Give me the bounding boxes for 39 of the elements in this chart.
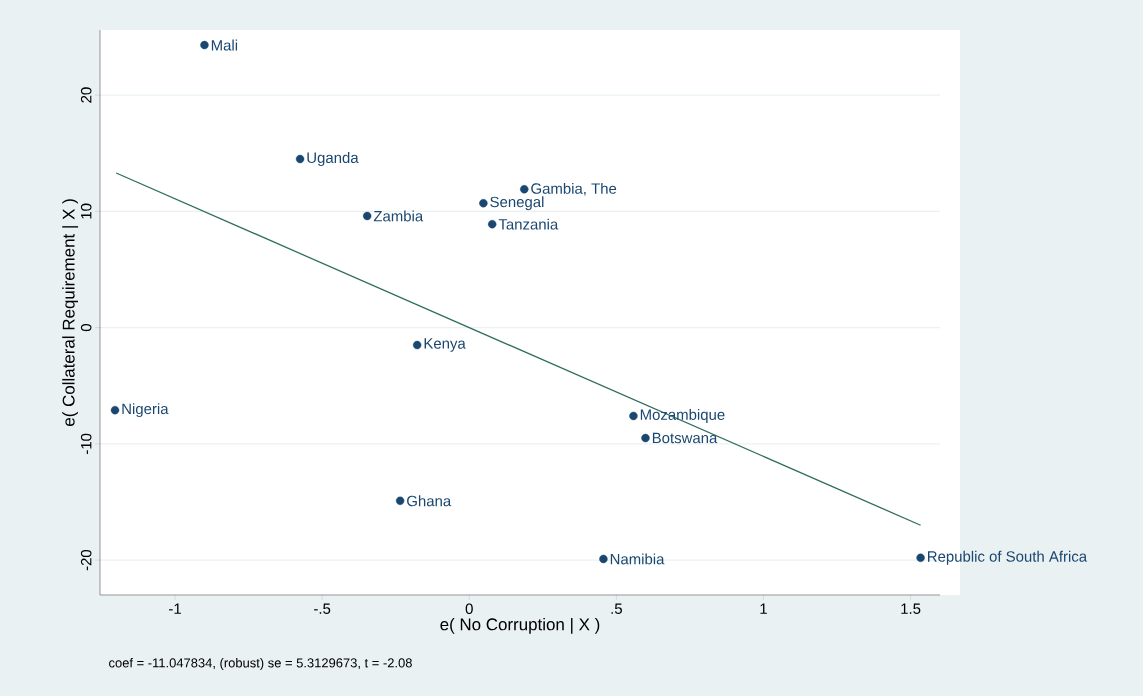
- point: [362, 211, 372, 221]
- annotation: Uganda: [307, 152, 359, 166]
- point: [295, 154, 305, 164]
- x-tick-label: 0: [465, 603, 473, 615]
- x-tick-label: 1: [760, 603, 767, 614]
- annotation: Gambia, The: [531, 182, 617, 196]
- annotation: Republic of South Africa: [928, 550, 1088, 565]
- x-tick-label: -1: [169, 603, 181, 614]
- text: coef = -11.047834, (robust) se = 5.3129673, t = -2.08: [109, 657, 412, 671]
- x-tick-label: .5: [611, 603, 622, 614]
- point: [641, 433, 650, 443]
- y-tick-label: -10: [80, 433, 92, 454]
- point: [200, 40, 209, 50]
- y-axis-title: e( Collateral Requirement | X ): [62, 199, 79, 426]
- annotation: Nigeria: [122, 403, 169, 418]
- point: [110, 405, 120, 415]
- point: [629, 411, 638, 421]
- annotation: Kenya: [424, 338, 466, 352]
- x-tick-label: -.5: [314, 603, 331, 614]
- annotation: Botswana: [652, 432, 718, 444]
- annotation: Tanzania: [498, 218, 559, 230]
- point: [479, 199, 488, 208]
- point: [488, 219, 497, 229]
- point: [599, 554, 608, 564]
- x-axis-title: e( No Corruption | X ): [440, 617, 600, 634]
- point: [412, 340, 422, 350]
- x-tick-label: 1.5: [901, 603, 921, 614]
- y-tick-label: 0: [80, 324, 92, 332]
- point: [395, 496, 405, 506]
- point: [916, 553, 925, 562]
- annotation: Senegal: [490, 196, 544, 211]
- y-tick-label: -20: [80, 549, 92, 571]
- y-tick-label: 20: [80, 87, 92, 103]
- annotation: Ghana: [407, 495, 452, 507]
- annotation: Mali: [211, 39, 238, 51]
- y-tick-label: 10: [80, 203, 92, 219]
- annotation: Zambia: [373, 210, 424, 222]
- point: [520, 185, 529, 194]
- annotation: Namibia: [610, 553, 665, 565]
